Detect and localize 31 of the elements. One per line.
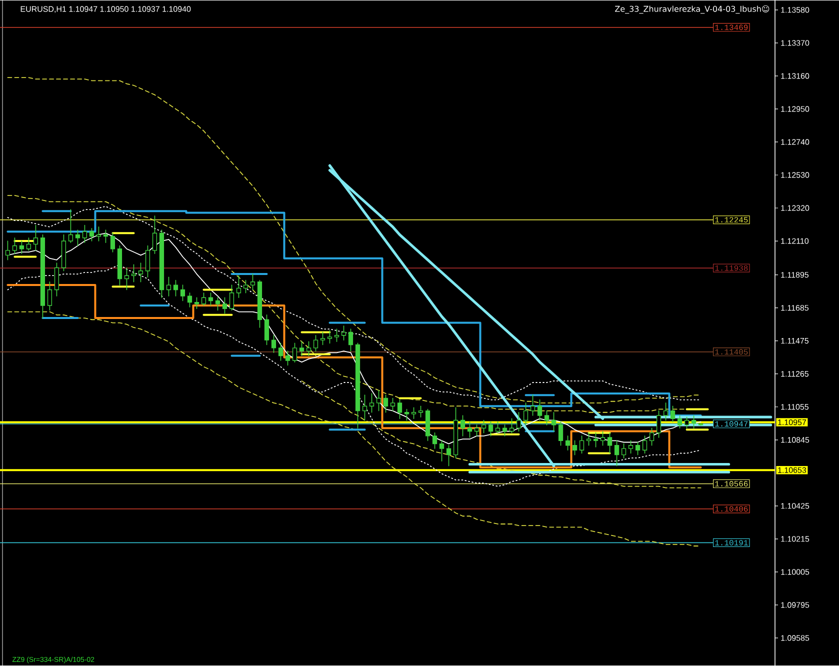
y-tick-label: 1.12740 bbox=[781, 139, 810, 145]
y-tick-label: 1.13580 bbox=[781, 7, 810, 13]
y-tick-label: 1.11685 bbox=[781, 305, 809, 311]
ref-line-label: 1.10191 bbox=[715, 540, 748, 546]
y-tick-label: 1.09795 bbox=[781, 602, 810, 608]
y-tick-label: 1.11475 bbox=[781, 338, 809, 344]
y-tick-label: 1.09585 bbox=[781, 635, 810, 641]
y-tick-label: 1.13370 bbox=[781, 40, 810, 46]
y-tick-label: 1.11265 bbox=[781, 371, 809, 377]
text: Ze_33_Zhuravlerezka_V-04-03_Ibush☺ bbox=[615, 5, 770, 14]
y-tick-label: 1.13160 bbox=[781, 73, 810, 79]
y-tick-label: 1.12950 bbox=[781, 106, 810, 112]
y-tick-label: 1.10845 bbox=[781, 437, 810, 443]
ref-line-label: 1.10653 bbox=[778, 467, 806, 473]
y-tick-label: 1.10215 bbox=[781, 536, 810, 542]
y-tick-label: 1.10425 bbox=[781, 503, 810, 509]
ref-line-label: 1.10957 bbox=[778, 419, 806, 426]
ref-line-label: 1.10406 bbox=[715, 506, 748, 512]
ref-line-label: 1.11938 bbox=[715, 265, 748, 271]
text: EURUSD,H1 1.10947 1.10950 1.10937 1.10940 bbox=[20, 6, 191, 13]
ref-line-label: 1.10947 bbox=[715, 421, 748, 427]
y-tick-label: 1.10005 bbox=[781, 569, 810, 575]
y-tick-label: 1.12530 bbox=[781, 172, 810, 178]
y-tick-label: 1.11055 bbox=[781, 404, 809, 410]
y-tick-label: 1.11895 bbox=[781, 272, 809, 278]
ref-line-label: 1.13469 bbox=[715, 24, 748, 30]
y-tick-label: 1.12110 bbox=[781, 238, 809, 244]
ref-line-label: 1.11405 bbox=[715, 349, 748, 355]
ref-line-label: 1.10566 bbox=[715, 481, 748, 486]
ref-line-label: 1.12245 bbox=[715, 217, 748, 223]
y-tick-label: 1.12320 bbox=[781, 205, 810, 211]
